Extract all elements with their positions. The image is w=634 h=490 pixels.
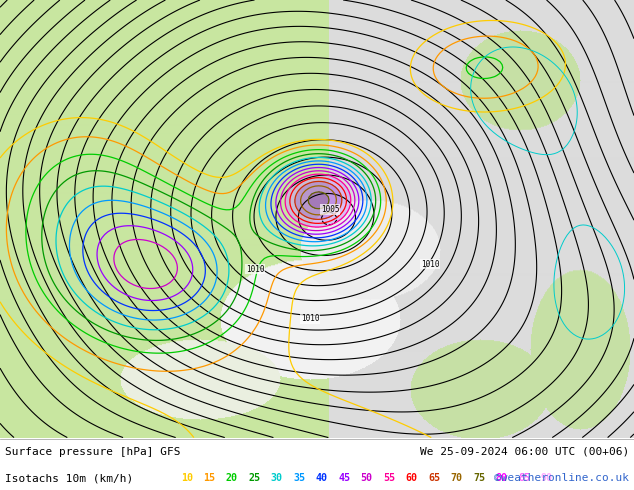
Text: 20: 20 [226,473,238,484]
Text: 1010: 1010 [246,265,264,273]
Text: We 25-09-2024 06:00 UTC (00+06): We 25-09-2024 06:00 UTC (00+06) [420,447,629,457]
Text: 40: 40 [316,473,328,484]
Text: 35: 35 [293,473,305,484]
Text: ©weatheronline.co.uk: ©weatheronline.co.uk [494,473,629,484]
Text: 80: 80 [496,473,508,484]
Text: 85: 85 [518,473,530,484]
Text: 60: 60 [406,473,418,484]
Text: 1005: 1005 [321,205,339,214]
Text: 45: 45 [339,473,350,484]
Text: 30: 30 [271,473,283,484]
Text: 75: 75 [473,473,485,484]
Text: 65: 65 [429,473,440,484]
Text: 1010: 1010 [301,315,320,323]
Text: 90: 90 [541,473,553,484]
Text: 25: 25 [248,473,260,484]
Text: 10: 10 [181,473,193,484]
Text: 55: 55 [383,473,395,484]
Text: Surface pressure [hPa] GFS: Surface pressure [hPa] GFS [5,447,181,457]
Text: 50: 50 [361,473,373,484]
Text: Isotachs 10m (km/h): Isotachs 10m (km/h) [5,473,133,484]
Text: 1010: 1010 [421,260,439,269]
Text: 15: 15 [203,473,215,484]
Text: 70: 70 [451,473,463,484]
